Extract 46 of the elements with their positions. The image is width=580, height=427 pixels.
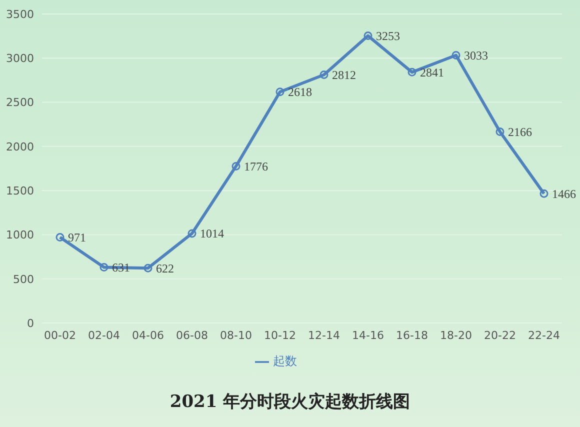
- y-tick-label: 3000: [6, 52, 34, 66]
- point: [144, 264, 152, 272]
- y-tick-label: 2500: [6, 96, 34, 110]
- point: [320, 70, 328, 79]
- y-tick-label: 1000: [6, 228, 34, 242]
- y-tick-label: 500: [13, 272, 34, 286]
- x-tick-label: 20-22: [484, 328, 516, 342]
- point: [232, 162, 240, 170]
- y-tick-label: 3500: [6, 8, 34, 21]
- data-label: 2166: [508, 125, 532, 140]
- x-tick-label: 18-20: [440, 328, 472, 342]
- x-tick-label: 22-24: [528, 328, 560, 342]
- point: [56, 233, 64, 242]
- point: [496, 128, 504, 136]
- data-label: 1014: [200, 226, 224, 241]
- data-label: 2841: [420, 65, 444, 80]
- x-tick-label: 08-10: [220, 328, 252, 342]
- x-tick-label: 04-06: [132, 328, 164, 342]
- x-tick-label: 12-14: [308, 328, 340, 342]
- data-label: 631: [112, 260, 130, 275]
- point: [100, 263, 108, 272]
- point: [276, 88, 284, 96]
- data-label: 1466: [552, 186, 576, 201]
- data-label: 2812: [332, 68, 356, 82]
- point: [188, 229, 196, 238]
- text: 2021 年分时段火灾起数折线图: [168, 391, 412, 413]
- x-tick-label: 10-12: [264, 328, 296, 342]
- point: [364, 32, 372, 40]
- data-label: 1776: [244, 159, 268, 174]
- x-tick-label: 16-18: [396, 328, 428, 342]
- y-tick-label: 2000: [6, 140, 34, 154]
- legend-label: 起数: [273, 354, 297, 368]
- data-label: 2618: [288, 85, 312, 100]
- data-label: 3253: [376, 29, 400, 44]
- x-tick-label: 02-04: [88, 328, 120, 342]
- x-tick-label: 14-16: [352, 328, 384, 342]
- x-tick-label: 00-02: [44, 328, 76, 342]
- y-tick-label: 1500: [6, 184, 34, 198]
- data-label: 3033: [464, 48, 488, 62]
- y-tick-label: 0: [27, 316, 34, 330]
- point: [540, 189, 548, 198]
- point: [408, 68, 416, 76]
- data-label: 971: [68, 230, 86, 245]
- data-label: 622: [156, 261, 174, 276]
- point: [452, 50, 460, 60]
- x-tick-label: 06-08: [176, 328, 208, 342]
